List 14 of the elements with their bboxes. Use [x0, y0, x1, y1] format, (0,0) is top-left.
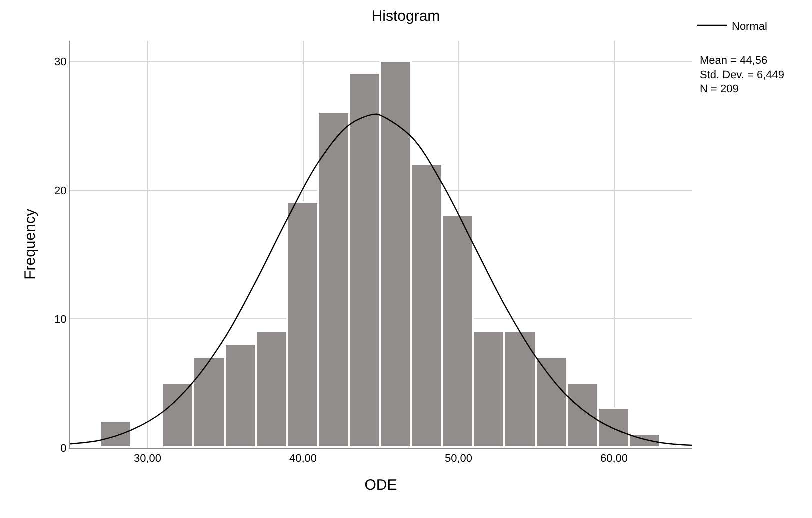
y-tick-label: 20 [54, 185, 67, 198]
y-tick-label: 30 [54, 56, 67, 68]
legend-label: Normal [732, 20, 768, 33]
line-series [70, 114, 692, 446]
x-axis-title: ODE [364, 477, 398, 494]
x-tick-label: 50,00 [444, 453, 473, 466]
x-tick-label: 30,00 [134, 453, 162, 466]
x-tick-label: 40,00 [289, 453, 318, 466]
text: Mean = 44,56 Std. Dev. = 6,449 N = 209 [700, 55, 784, 96]
y-tick-label: 10 [54, 314, 67, 326]
chart-title: Histogram [372, 8, 440, 25]
y-tick-label: 0 [60, 442, 67, 455]
y-axis-title: Frequency [22, 208, 39, 280]
x-tick-label: 60,00 [600, 453, 628, 466]
